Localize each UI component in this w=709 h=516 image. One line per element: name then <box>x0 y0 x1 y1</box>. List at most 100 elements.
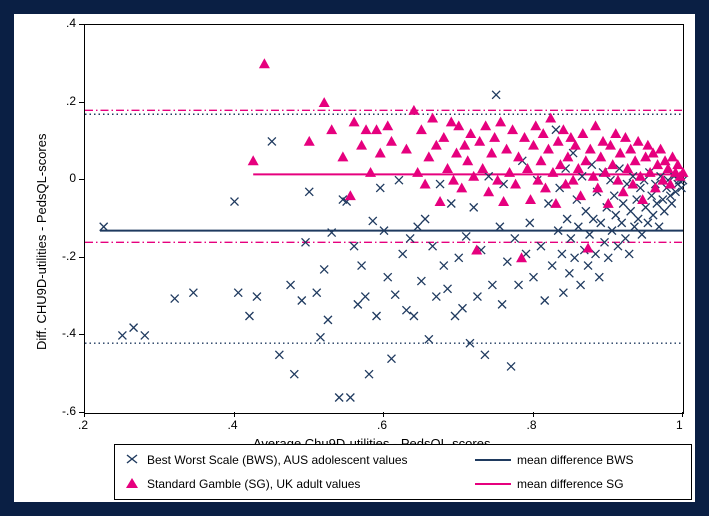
bws-point <box>171 295 179 303</box>
sg-point <box>423 151 434 161</box>
bws-point <box>558 250 566 258</box>
bws-point <box>621 234 629 242</box>
sg-point <box>345 190 356 200</box>
sg-point <box>356 140 367 150</box>
bws-point <box>335 393 343 401</box>
bws-point <box>305 188 313 196</box>
bws-point <box>644 219 652 227</box>
x-tick-label: .6 <box>377 418 387 432</box>
legend-label: mean difference SG <box>517 477 624 491</box>
sg-point <box>459 140 470 150</box>
bws-point <box>432 293 440 301</box>
bws-point <box>316 333 324 341</box>
bws-point <box>440 262 448 270</box>
bws-point <box>429 242 437 250</box>
bws-point <box>425 335 433 343</box>
bws-point <box>462 232 470 240</box>
x-tick-label: .2 <box>78 418 88 432</box>
sg-point <box>412 167 423 177</box>
sg-point <box>588 171 599 181</box>
bws-point <box>361 293 369 301</box>
bws-point <box>586 231 594 239</box>
legend-line-swatch <box>475 483 511 485</box>
bws-point <box>395 176 403 184</box>
sg-point <box>575 190 586 200</box>
sg-point <box>603 198 614 208</box>
sg-point <box>595 151 606 161</box>
sg-point <box>592 182 603 192</box>
bws-point <box>577 281 585 289</box>
bws-point <box>597 219 605 227</box>
sg-point <box>530 120 541 130</box>
bws-point <box>118 331 126 339</box>
bws-point <box>614 242 622 250</box>
y-axis-title: Diff. CHU9D-utilities - PedsQL-scores <box>34 133 49 349</box>
bws-point <box>571 254 579 262</box>
bws-point <box>354 300 362 308</box>
sg-point <box>667 151 678 161</box>
y-tick-label: -.6 <box>62 404 76 418</box>
sg-point <box>583 243 594 253</box>
sg-point <box>633 136 644 146</box>
legend-label: mean difference BWS <box>517 453 634 467</box>
sg-point <box>568 175 579 185</box>
legend-label: Best Worst Scale (BWS), AUS adolescent v… <box>147 453 408 467</box>
bws-point <box>414 223 422 231</box>
sg-point <box>590 120 601 130</box>
legend-item: mean difference SG <box>475 477 683 491</box>
bws-point <box>470 203 478 211</box>
sg-point <box>525 194 536 204</box>
bws-point <box>313 289 321 297</box>
bws-point <box>444 285 452 293</box>
sg-point <box>618 186 629 196</box>
sg-point <box>519 132 530 142</box>
plot-area <box>84 24 684 414</box>
sg-point <box>442 163 453 173</box>
legend-triangle-icon <box>123 476 141 493</box>
bws-point <box>567 234 575 242</box>
bws-point <box>544 199 552 207</box>
bws-point <box>130 324 138 332</box>
bws-point <box>630 223 638 231</box>
y-tick-label: .4 <box>66 16 76 30</box>
sg-point <box>477 163 488 173</box>
bws-point <box>350 242 358 250</box>
sg-point <box>642 140 653 150</box>
y-tick-label: -.2 <box>62 249 76 263</box>
x-tick-label: 1 <box>676 418 683 432</box>
bws-point <box>358 262 366 270</box>
sg-point <box>420 179 431 189</box>
sg-point <box>610 128 621 138</box>
bws-point <box>324 316 332 324</box>
sg-point <box>501 144 512 154</box>
plot-svg <box>85 25 683 413</box>
bws-point <box>612 211 620 219</box>
sg-point <box>448 175 459 185</box>
sg-point <box>580 155 591 165</box>
legend-item: mean difference BWS <box>475 453 683 467</box>
bws-point <box>436 180 444 188</box>
bws-point <box>648 192 656 200</box>
bws-point <box>458 304 466 312</box>
sg-point <box>462 155 473 165</box>
bws-point <box>410 312 418 320</box>
sg-point <box>615 148 626 158</box>
bws-point <box>660 207 668 215</box>
bws-point <box>559 289 567 297</box>
bws-point <box>365 370 373 378</box>
bws-point <box>406 234 414 242</box>
sg-point <box>535 155 546 165</box>
bws-point <box>417 277 425 285</box>
sg-point <box>607 159 618 169</box>
sg-point <box>655 144 666 154</box>
bws-point <box>245 312 253 320</box>
bws-point <box>604 254 612 262</box>
bws-point <box>189 289 197 297</box>
y-tick-label: -.4 <box>62 326 76 340</box>
bws-point <box>574 223 582 231</box>
sg-point <box>483 186 494 196</box>
bws-point <box>492 91 500 99</box>
sg-point <box>489 132 500 142</box>
bws-point <box>606 176 614 184</box>
sg-point <box>416 124 427 134</box>
